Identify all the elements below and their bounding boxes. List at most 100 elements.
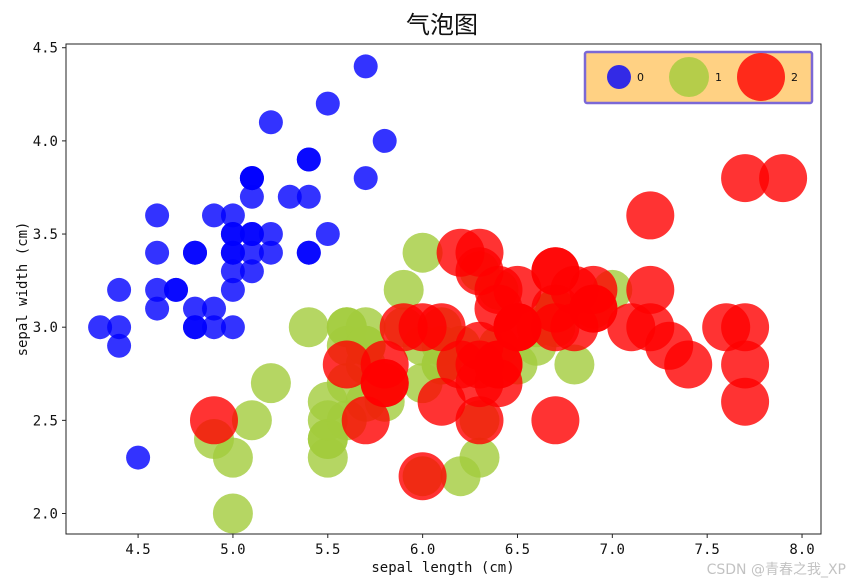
bubble-point <box>107 333 132 358</box>
x-tick-label: 7.0 <box>600 542 625 558</box>
legend: 0 1 2 <box>583 50 814 105</box>
bubble-point <box>402 232 443 273</box>
bubble-point <box>145 203 170 228</box>
bubble-point <box>721 154 770 203</box>
bubble-point <box>126 445 151 470</box>
x-tick-label: 4.5 <box>125 542 150 558</box>
bubble-point <box>353 166 378 191</box>
bubble-point <box>258 240 283 265</box>
bubble-point <box>239 259 264 284</box>
bubble-point <box>202 203 226 228</box>
bubble-point <box>315 91 340 116</box>
bubble-point <box>721 303 770 352</box>
x-axis: 4.5 5.0 5.5 6.0 6.5 7.0 7.5 8.0 <box>125 534 815 558</box>
bubbles-layer <box>88 54 808 534</box>
bubble-point <box>315 222 340 246</box>
bubble-point <box>459 437 500 478</box>
bubble-point <box>455 228 504 277</box>
bubble-point <box>239 222 264 246</box>
watermark: CSDN @青春之我_XP <box>707 562 846 578</box>
bubble-point <box>341 396 390 445</box>
chart-title: 气泡图 <box>406 11 478 39</box>
bubble-point <box>493 265 542 314</box>
bubble-point <box>202 296 226 321</box>
bubble-point <box>296 147 321 172</box>
bubble-point <box>88 315 113 340</box>
x-tick-label: 5.5 <box>315 542 340 558</box>
bubble-point <box>569 265 618 314</box>
bubble-point <box>353 54 378 79</box>
bubble-point <box>239 240 264 265</box>
bubble-point <box>220 277 245 302</box>
y-tick-label: 3.0 <box>33 320 58 336</box>
legend-label: 0 <box>637 71 644 84</box>
bubble-point <box>455 396 504 445</box>
bubble-point <box>145 240 170 265</box>
bubble-point <box>190 396 238 445</box>
bubble-point <box>107 315 132 340</box>
bubble-point <box>258 222 283 246</box>
bubble-point <box>759 154 808 203</box>
legend-marker <box>607 65 631 89</box>
legend-marker <box>669 57 709 97</box>
x-tick-label: 6.5 <box>505 542 530 558</box>
bubble-point <box>107 277 132 302</box>
bubble-point <box>202 315 226 340</box>
bubble-point <box>183 315 207 340</box>
bubble-point <box>383 269 424 310</box>
bubble-point <box>417 377 466 426</box>
bubble-point <box>231 400 272 441</box>
x-axis-label: sepal length (cm) <box>371 560 514 576</box>
x-tick-label: 7.5 <box>695 542 720 558</box>
bubble-point <box>626 191 675 240</box>
bubble-point <box>296 240 321 265</box>
bubble-point <box>220 222 245 246</box>
bubble-point <box>220 203 245 228</box>
y-axis-label: sepal width (cm) <box>15 222 31 357</box>
y-tick-label: 2.0 <box>33 507 58 523</box>
bubble-point <box>493 303 542 352</box>
bubble-point <box>250 363 291 404</box>
legend-label: 2 <box>791 71 798 84</box>
bubble-point <box>145 277 170 302</box>
y-axis: 2.0 2.5 3.0 3.5 4.0 4.5 <box>33 41 66 523</box>
bubble-point <box>220 259 245 284</box>
x-tick-label: 8.0 <box>789 542 814 558</box>
y-tick-label: 4.5 <box>33 41 58 57</box>
bubble-point <box>360 340 409 389</box>
legend-label: 1 <box>715 71 722 84</box>
bubble-point <box>345 307 386 348</box>
bubble-point <box>531 396 580 445</box>
y-tick-label: 4.0 <box>33 134 58 150</box>
bubble-point <box>721 377 770 426</box>
bubble-point <box>372 128 397 153</box>
bubble-point <box>296 184 321 209</box>
bubble-point <box>258 110 283 135</box>
bubble-point <box>626 265 675 314</box>
bubble-point <box>239 166 264 191</box>
bubble-point <box>664 340 713 389</box>
bubble-point <box>554 344 595 385</box>
bubble-point <box>220 315 245 340</box>
bubble-point <box>183 296 207 321</box>
series-2 <box>190 154 808 501</box>
bubble-point <box>322 340 371 389</box>
bubble-point <box>212 493 253 534</box>
bubble-point <box>212 437 253 478</box>
bubble-point <box>417 303 466 352</box>
bubble-point <box>145 296 170 321</box>
plot-area <box>65 43 822 535</box>
bubble-point <box>288 307 329 348</box>
x-tick-label: 6.0 <box>410 542 435 558</box>
bubble-point <box>474 340 523 389</box>
bubble-point <box>183 240 207 265</box>
bubble-point <box>277 184 302 209</box>
y-tick-label: 3.5 <box>33 227 58 243</box>
bubble-point <box>239 184 264 209</box>
series-0 <box>88 54 397 470</box>
x-tick-label: 5.0 <box>220 542 245 558</box>
bubble-point <box>220 240 245 265</box>
legend-marker <box>737 53 785 101</box>
bubble-point <box>721 340 770 389</box>
